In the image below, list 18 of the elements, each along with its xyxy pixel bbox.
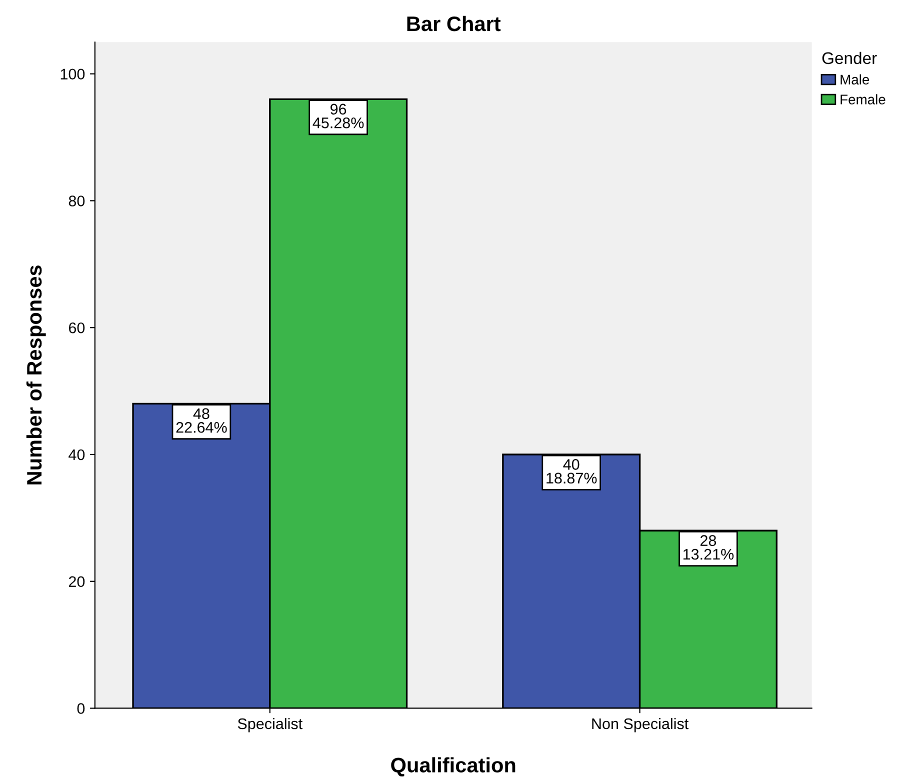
x-tick-label: Specialist bbox=[238, 718, 302, 732]
y-tick-label: 0 bbox=[77, 703, 85, 714]
legend-label: Male bbox=[840, 74, 870, 85]
chart-title: Bar Chart bbox=[407, 16, 501, 32]
x-axis-title: Qualification bbox=[391, 757, 516, 776]
data-label: 40 18.87% bbox=[546, 459, 597, 484]
y-tick-label: 100 bbox=[60, 68, 85, 80]
data-label: 48 22.64% bbox=[176, 408, 227, 433]
y-tick-label: 80 bbox=[68, 196, 85, 206]
y-tick-label: 20 bbox=[68, 576, 85, 588]
data-label: 96 45.28% bbox=[312, 104, 364, 128]
y-tick-label: 40 bbox=[68, 449, 85, 460]
y-axis-title: Number of Responses bbox=[26, 265, 46, 484]
x-tick-label: Non Specialist bbox=[592, 718, 689, 732]
legend-label: Female bbox=[840, 94, 886, 104]
y-tick-label: 60 bbox=[68, 322, 85, 334]
data-label: 28 13.21% bbox=[683, 535, 734, 560]
legend-title: Gender bbox=[822, 52, 877, 64]
